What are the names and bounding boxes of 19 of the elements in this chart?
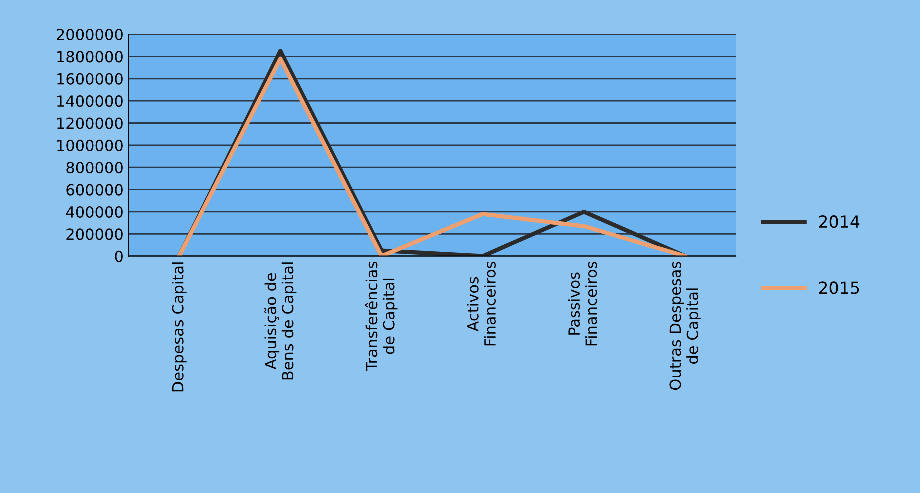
x-tick-label: Aquisição de Bens de Capital — [264, 262, 297, 380]
y-tick-label: 400000 — [66, 206, 123, 218]
y-tick-label: 600000 — [66, 184, 123, 196]
legend-label: 2014 — [819, 216, 860, 228]
y-tick-label: 1600000 — [58, 73, 123, 85]
y-tick-label: 1400000 — [58, 96, 123, 108]
x-tick-label: Outras Despesas de Capital — [670, 262, 702, 390]
x-tick-label: Activos Financeiros — [467, 262, 496, 346]
y-tick-label: 2000000 — [57, 28, 123, 41]
y-tick-label: 1000000 — [58, 140, 123, 152]
y-tick-label: 1800000 — [58, 51, 123, 63]
y-tick-label: 800000 — [66, 162, 123, 174]
x-tick-label: Passivos Financeiros — [568, 262, 598, 346]
x-tick-label: Transferências de Capital — [365, 262, 398, 372]
y-tick-label: 0 — [115, 250, 123, 262]
y-tick-label: 200000 — [66, 228, 123, 240]
legend-label: 2015 — [819, 282, 860, 294]
x-tick-label: Despesas Capital — [172, 262, 187, 392]
y-tick-label: 1200000 — [58, 118, 123, 130]
